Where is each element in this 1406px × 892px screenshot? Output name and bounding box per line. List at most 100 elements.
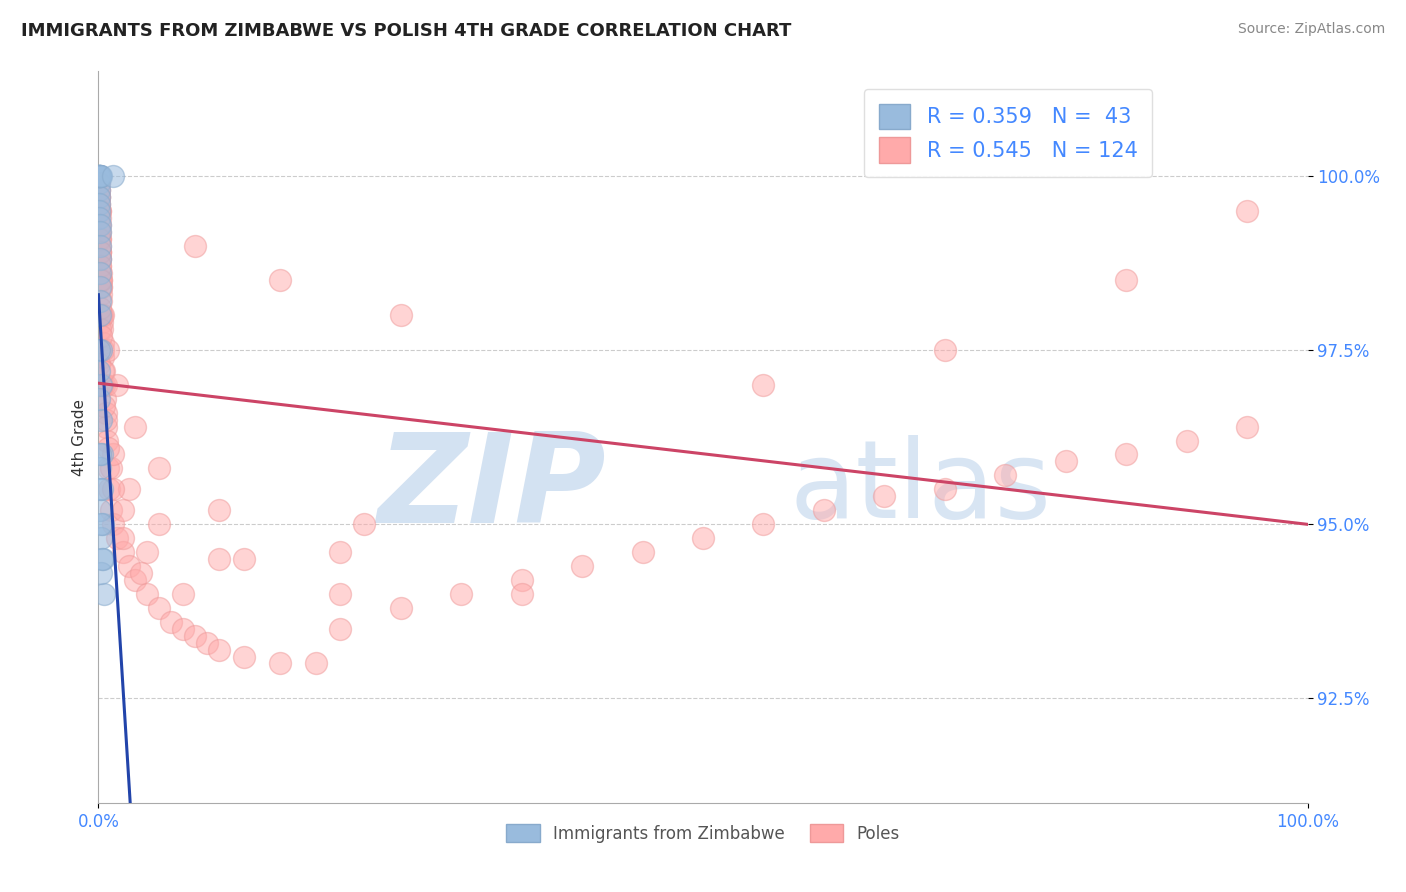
Point (94, 412, 117, 426)
Point (89, 169, 111, 183)
Point (91, 350, 114, 364)
Point (934, 343, 956, 357)
Point (91, 322, 114, 336)
Point (97, 461, 120, 475)
Point (135, 587, 157, 601)
Point (90, 266, 112, 280)
Point (89, 225, 111, 239)
Point (91, 483, 114, 497)
Point (89, 169, 111, 183)
Point (100, 461, 122, 475)
Point (90, 315, 112, 329)
Point (89, 203, 111, 218)
Point (89, 211, 111, 225)
Point (90, 308, 112, 322)
Point (172, 587, 194, 601)
Y-axis label: 4th Grade: 4th Grade (72, 399, 87, 475)
Point (90, 448, 112, 462)
Point (101, 448, 124, 462)
Point (89, 308, 111, 322)
Point (87, 190, 110, 204)
Text: atlas: atlas (790, 435, 1052, 541)
Point (510, 573, 533, 587)
Point (89, 190, 111, 204)
Point (90, 169, 112, 183)
Point (89, 196, 111, 211)
Point (91, 343, 114, 357)
Point (89, 252, 111, 267)
Point (89, 273, 111, 287)
Point (90, 287, 112, 301)
Point (87, 343, 110, 357)
Point (89, 231, 111, 245)
Point (195, 635, 218, 649)
Point (124, 419, 146, 434)
Point (87, 218, 110, 232)
Point (101, 169, 124, 183)
Point (184, 238, 207, 252)
Point (89, 211, 111, 225)
Point (89, 203, 111, 218)
Point (89, 196, 111, 211)
Point (111, 545, 134, 559)
Point (90, 294, 112, 309)
Point (1115, 448, 1137, 462)
Point (89, 238, 111, 252)
Point (752, 377, 775, 392)
Point (89, 218, 111, 232)
Point (87, 169, 110, 183)
Point (97, 441, 120, 455)
Point (90, 377, 112, 392)
Point (94, 377, 117, 392)
Point (90, 531, 112, 545)
Point (232, 552, 254, 566)
Point (89, 266, 111, 280)
Point (329, 622, 352, 636)
Point (93, 399, 115, 413)
Point (89, 245, 111, 260)
Text: Source: ZipAtlas.com: Source: ZipAtlas.com (1237, 22, 1385, 37)
Point (89, 169, 111, 183)
Point (934, 483, 956, 497)
Point (89, 203, 111, 218)
Point (118, 483, 141, 497)
Point (96, 419, 118, 434)
Point (101, 483, 124, 497)
Point (91, 517, 114, 532)
Point (148, 461, 170, 475)
Point (87, 357, 110, 371)
Point (1236, 419, 1258, 434)
Point (87, 183, 110, 197)
Point (90, 329, 112, 343)
Point (89, 503, 111, 517)
Point (89, 483, 111, 497)
Point (87, 169, 110, 183)
Point (353, 517, 375, 532)
Point (89, 238, 111, 252)
Point (692, 531, 714, 545)
Point (89, 294, 111, 309)
Point (91, 308, 114, 322)
Point (89, 266, 111, 280)
Point (89, 461, 111, 475)
Point (208, 503, 231, 517)
Point (450, 587, 472, 601)
Point (87, 183, 110, 197)
Point (129, 566, 152, 580)
Point (269, 273, 291, 287)
Point (94, 392, 117, 406)
Point (91, 377, 114, 392)
Point (89, 245, 111, 260)
Legend: Immigrants from Zimbabwe, Poles: Immigrants from Zimbabwe, Poles (499, 818, 907, 849)
Point (93, 364, 115, 378)
Point (160, 615, 183, 629)
Point (90, 273, 112, 287)
Point (105, 377, 128, 392)
Point (98, 483, 121, 497)
Point (90, 566, 112, 580)
Point (89, 225, 111, 239)
Point (100, 503, 122, 517)
Point (305, 657, 328, 671)
Point (118, 558, 141, 573)
Point (87, 203, 110, 218)
